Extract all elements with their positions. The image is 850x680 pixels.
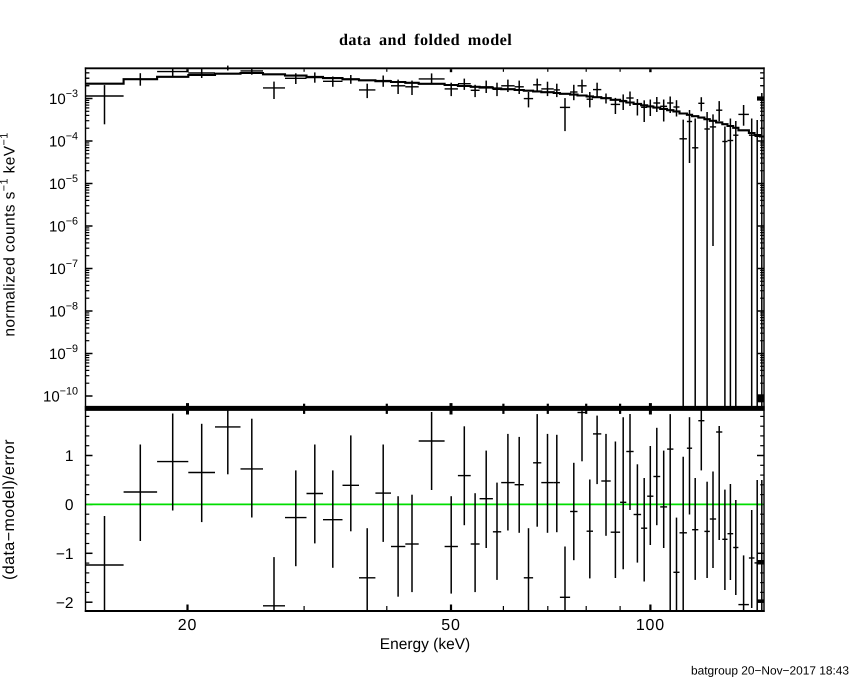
svg-text:data and folded model: data and folded model bbox=[339, 31, 512, 49]
svg-text:1: 1 bbox=[65, 448, 74, 465]
svg-text:batgroup 20−Nov−2017 18:43: batgroup 20−Nov−2017 18:43 bbox=[691, 664, 849, 678]
svg-text:100: 100 bbox=[636, 617, 665, 634]
svg-text:10−7: 10−7 bbox=[49, 258, 78, 278]
svg-text:20: 20 bbox=[178, 617, 197, 634]
svg-text:normalized counts s−1 keV−1: normalized counts s−1 keV−1 bbox=[0, 132, 19, 336]
svg-text:10−5: 10−5 bbox=[49, 173, 78, 193]
svg-text:10−4: 10−4 bbox=[49, 131, 78, 151]
svg-text:0: 0 bbox=[65, 497, 74, 514]
svg-text:10−10: 10−10 bbox=[43, 386, 78, 406]
svg-text:−1: −1 bbox=[56, 546, 74, 563]
svg-text:−2: −2 bbox=[56, 595, 74, 612]
svg-text:10−9: 10−9 bbox=[49, 343, 78, 363]
svg-text:10−3: 10−3 bbox=[49, 88, 78, 108]
svg-text:(data−model)/error: (data−model)/error bbox=[1, 439, 18, 580]
svg-text:10−8: 10−8 bbox=[49, 301, 78, 321]
svg-text:10−6: 10−6 bbox=[49, 216, 78, 236]
svg-text:Energy (keV): Energy (keV) bbox=[380, 636, 470, 653]
svg-text:50: 50 bbox=[441, 617, 460, 634]
